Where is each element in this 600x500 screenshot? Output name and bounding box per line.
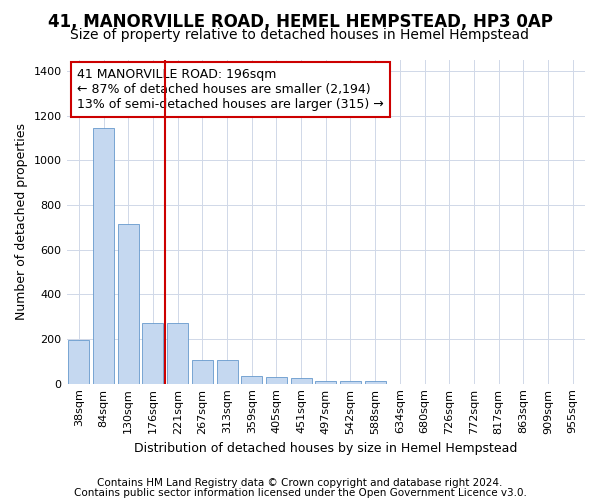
Text: Contains HM Land Registry data © Crown copyright and database right 2024.: Contains HM Land Registry data © Crown c… <box>97 478 503 488</box>
Bar <box>142 324 163 384</box>
Y-axis label: Number of detached properties: Number of detached properties <box>15 124 28 320</box>
Bar <box>241 376 262 384</box>
Bar <box>365 381 386 384</box>
Text: 41 MANORVILLE ROAD: 196sqm
← 87% of detached houses are smaller (2,194)
13% of s: 41 MANORVILLE ROAD: 196sqm ← 87% of deta… <box>77 68 383 111</box>
Bar <box>68 340 89 384</box>
Text: Contains public sector information licensed under the Open Government Licence v3: Contains public sector information licen… <box>74 488 526 498</box>
Text: Size of property relative to detached houses in Hemel Hempstead: Size of property relative to detached ho… <box>71 28 530 42</box>
Bar <box>290 378 311 384</box>
Bar <box>118 224 139 384</box>
Bar <box>167 324 188 384</box>
Bar <box>217 360 238 384</box>
X-axis label: Distribution of detached houses by size in Hemel Hempstead: Distribution of detached houses by size … <box>134 442 517 455</box>
Bar <box>93 128 114 384</box>
Bar <box>340 381 361 384</box>
Bar <box>192 360 213 384</box>
Bar <box>315 381 336 384</box>
Text: 41, MANORVILLE ROAD, HEMEL HEMPSTEAD, HP3 0AP: 41, MANORVILLE ROAD, HEMEL HEMPSTEAD, HP… <box>47 12 553 30</box>
Bar <box>266 377 287 384</box>
